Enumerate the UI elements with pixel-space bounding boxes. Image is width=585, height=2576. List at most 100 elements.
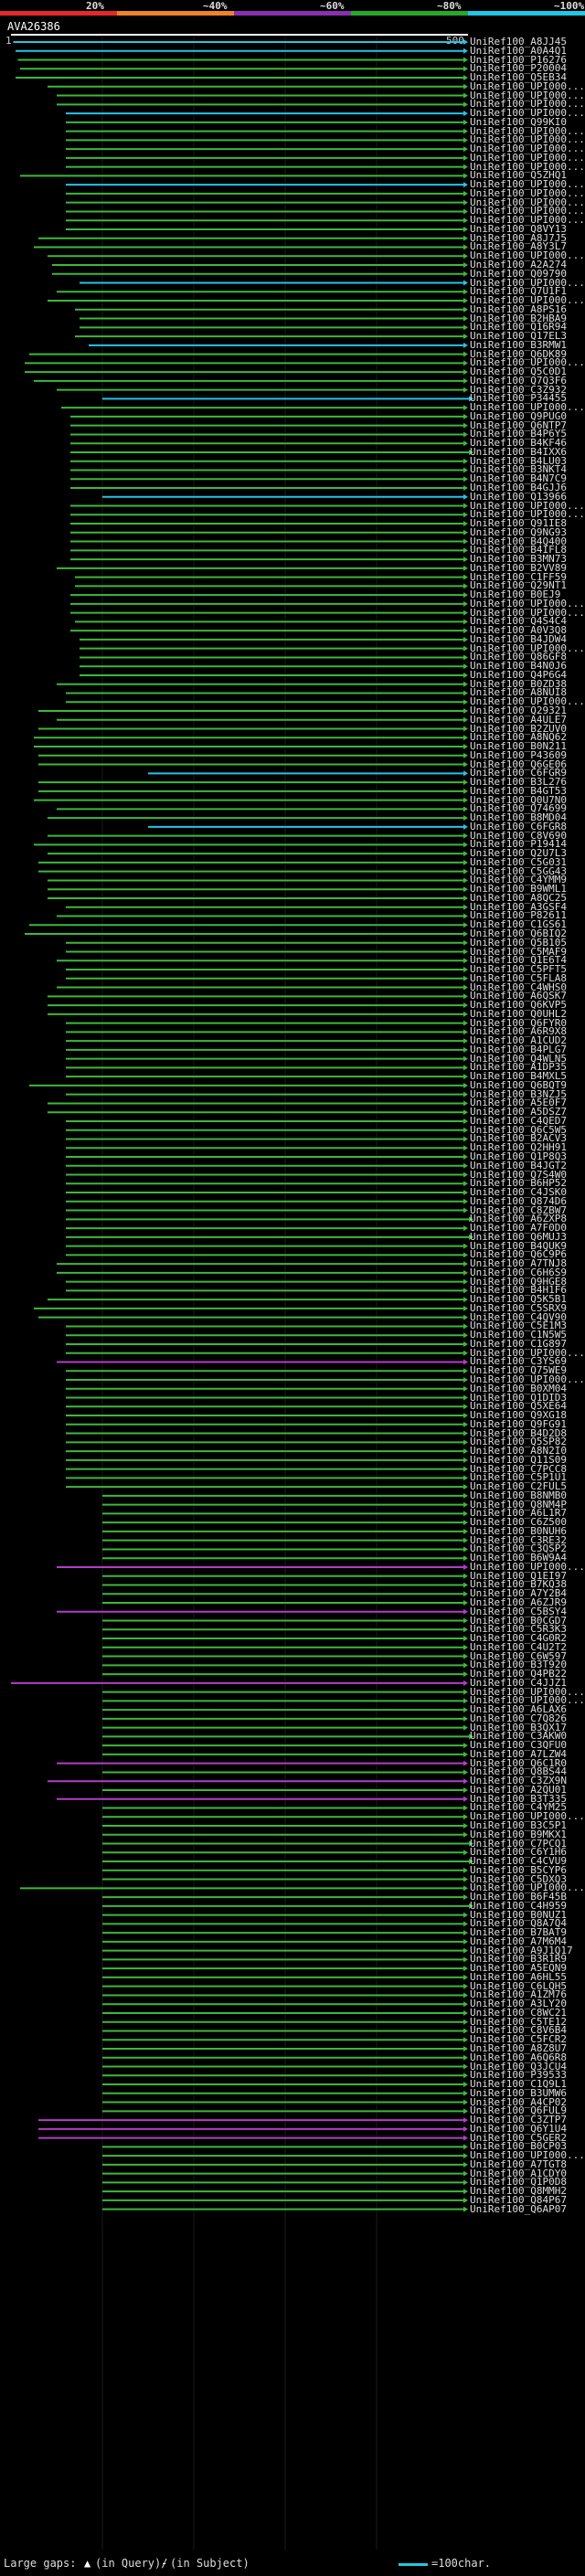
hit-label[interactable]: UniRef100_C5R3K3	[470, 1623, 567, 1636]
hit-label[interactable]: UniRef100_A1CUD2	[470, 1034, 567, 1047]
hit-label[interactable]: UniRef100_C2FUL5	[470, 1480, 567, 1493]
hit-label[interactable]: UniRef100_A7M6M4	[470, 1935, 567, 1947]
hit-label[interactable]: UniRef100_UPI000...	[470, 1882, 585, 1894]
hit-label[interactable]: UniRef100_UPI000...	[470, 151, 585, 164]
hit-label[interactable]: UniRef100_Q6GE06	[470, 758, 567, 770]
hit-label[interactable]: UniRef100_Q86GF8	[470, 651, 567, 663]
hit-label[interactable]: UniRef100_Q75WE9	[470, 1364, 567, 1377]
hit-label[interactable]: UniRef100_Q5EB34	[470, 71, 567, 84]
hit-label[interactable]: UniRef100_Q9PUG0	[470, 409, 567, 422]
hit-label[interactable]: UniRef100_C4JJZ1	[470, 1676, 567, 1689]
hit-label[interactable]: UniRef100_A5DSZ7	[470, 1106, 567, 1118]
hit-label[interactable]: UniRef100_Q1P8Q3	[470, 1150, 567, 1162]
hit-label[interactable]: UniRef100_UPI000...	[470, 1694, 585, 1707]
hit-label[interactable]: UniRef100_Q7Q3F6	[470, 374, 567, 387]
hit-label[interactable]: UniRef100_A3LY20	[470, 1998, 567, 2010]
hit-label[interactable]: UniRef100_A2QU01	[470, 1783, 567, 1796]
hit-label[interactable]: UniRef100_UPI000...	[470, 499, 585, 512]
hit-label[interactable]: UniRef100_Q29NT1	[470, 579, 567, 592]
hit-label[interactable]: UniRef100_B6F45B	[470, 1891, 567, 1903]
hit-label[interactable]: UniRef100_B4GJJ6	[470, 482, 567, 493]
hit-label[interactable]: UniRef100_A8NUI8	[470, 686, 567, 699]
hit-label[interactable]: UniRef100_C4YMM9	[470, 874, 567, 886]
hit-label[interactable]: UniRef100_UPI000...	[470, 356, 585, 369]
hit-label[interactable]: UniRef100_B3L276	[470, 776, 567, 789]
hit-label[interactable]: UniRef100_B0NUH6	[470, 1524, 567, 1537]
hit-label[interactable]: UniRef100_B4MXL5	[470, 1070, 567, 1083]
hit-label[interactable]: UniRef100_B2HBA9	[470, 312, 567, 324]
hit-label[interactable]: UniRef100_C4QV90	[470, 1310, 567, 1323]
hit-label[interactable]: UniRef100_C4QED7	[470, 1114, 567, 1127]
hit-label[interactable]: UniRef100_A6LAX6	[470, 1703, 567, 1716]
hit-label[interactable]: UniRef100_A9J1Q17	[470, 1944, 573, 1956]
hit-label[interactable]: UniRef100_B4H1F6	[470, 1284, 567, 1297]
hit-label[interactable]: UniRef100_B4N7C9	[470, 472, 567, 485]
hit-label[interactable]: UniRef100_C3ZX9N	[470, 1775, 567, 1787]
hit-label[interactable]: UniRef100_C1G897	[470, 1337, 567, 1350]
hit-label[interactable]: UniRef100_P19414	[470, 838, 567, 851]
hit-label[interactable]: UniRef100_B4D2D8	[470, 1426, 567, 1439]
hit-label[interactable]: UniRef100_UPI000...	[470, 80, 585, 92]
hit-label[interactable]: UniRef100_Q6NTP7	[470, 419, 567, 431]
hit-label[interactable]: UniRef100_B4JGT2	[470, 1159, 567, 1171]
hit-label[interactable]: UniRef100_Q5C0D1	[470, 366, 567, 378]
hit-label[interactable]: UniRef100_Q2HH91	[470, 1141, 567, 1154]
hit-label[interactable]: UniRef100_Q5K5B1	[470, 1293, 567, 1306]
hit-label[interactable]: UniRef100_C5P1U1	[470, 1471, 567, 1484]
hit-label[interactable]: UniRef100_UPI000...	[470, 597, 585, 610]
hit-label[interactable]: UniRef100_B4Q400	[470, 535, 567, 547]
hit-label[interactable]: UniRef100_C6FGR8	[470, 820, 567, 832]
hit-label[interactable]: UniRef100_Q09790	[470, 267, 567, 280]
hit-label[interactable]: UniRef100_C4JSK0	[470, 1186, 567, 1199]
hit-label[interactable]: UniRef100_C3RE32	[470, 1533, 567, 1546]
hit-label[interactable]: UniRef100_B0N211	[470, 740, 567, 753]
hit-label[interactable]: UniRef100_Q0UHL2	[470, 1007, 567, 1020]
hit-label[interactable]: UniRef100_C3ZTP7	[470, 2114, 567, 2126]
hit-label[interactable]: UniRef100_B0CGD7	[470, 1614, 567, 1627]
hit-label[interactable]: UniRef100_B3T920	[470, 1659, 567, 1671]
hit-label[interactable]: UniRef100_B5CYP6	[470, 1863, 567, 1876]
hit-label[interactable]: UniRef100_Q6KVP5	[470, 999, 567, 1012]
hit-label[interactable]: UniRef100_UPI000...	[470, 160, 585, 173]
hit-label[interactable]: UniRef100_A8JJ45	[470, 36, 567, 48]
hit-label[interactable]: UniRef100_C5MAF9	[470, 945, 567, 958]
hit-label[interactable]: UniRef100_Q6FYR0	[470, 1016, 567, 1029]
hit-label[interactable]: UniRef100_C4H959	[470, 1899, 567, 1912]
hit-label[interactable]: UniRef100_B4IFL8	[470, 544, 567, 557]
hit-label[interactable]: UniRef100_C5GG43	[470, 864, 567, 877]
hit-label[interactable]: UniRef100_Q7U1F1	[470, 285, 567, 298]
hit-label[interactable]: UniRef100_Q5XE64	[470, 1400, 567, 1413]
hit-label[interactable]: UniRef100_A6QSK7	[470, 990, 567, 1002]
hit-label[interactable]: UniRef100_C6H6S9	[470, 1266, 567, 1278]
hit-label[interactable]: UniRef100_C1FF59	[470, 570, 567, 583]
hit-label[interactable]: UniRef100_A8N2I0	[470, 1445, 567, 1458]
hit-label[interactable]: UniRef100_UPI000...	[470, 2149, 585, 2162]
hit-label[interactable]: UniRef100_C7Q826	[470, 1712, 567, 1724]
hit-label[interactable]: UniRef100_C8WC21	[470, 2006, 567, 2019]
hit-label[interactable]: UniRef100_UPI000...	[470, 1373, 585, 1385]
hit-label[interactable]: UniRef100_Q1E6T4	[470, 954, 567, 967]
hit-label[interactable]: UniRef100_UPI000...	[470, 107, 585, 120]
hit-label[interactable]: UniRef100_B6HP52	[470, 1177, 567, 1190]
hit-label[interactable]: UniRef100_B4KF46	[470, 437, 567, 450]
hit-label[interactable]: UniRef100_B3NZJ5	[470, 1087, 567, 1100]
hit-label[interactable]: UniRef100_A8J7J5	[470, 231, 567, 244]
hit-label[interactable]: UniRef100_UPI000...	[470, 401, 585, 414]
hit-label[interactable]: UniRef100_B8NMB0	[470, 1489, 567, 1501]
hit-label[interactable]: UniRef100_C1N5W5	[470, 1329, 567, 1341]
hit-label[interactable]: UniRef100_P16276	[470, 53, 567, 66]
hit-label[interactable]: UniRef100_A1CDY0	[470, 2167, 567, 2179]
hit-label[interactable]: UniRef100_B3NKT4	[470, 463, 567, 476]
hit-label[interactable]: UniRef100_Q9NG93	[470, 525, 567, 538]
hit-label[interactable]: UniRef100_A4CP02	[470, 2095, 567, 2108]
hit-label[interactable]: UniRef100_B2VV89	[470, 561, 567, 574]
hit-label[interactable]: UniRef100_A8Z8U7	[470, 2042, 567, 2054]
hit-label[interactable]: UniRef100_Q9XG18	[470, 1409, 567, 1422]
hit-label[interactable]: UniRef100_A6HL55	[470, 1970, 567, 1983]
hit-label[interactable]: UniRef100_A7Y2B4	[470, 1587, 567, 1600]
hit-label[interactable]: UniRef100_C6Y1H6	[470, 1846, 567, 1859]
hit-label[interactable]: UniRef100_Q17EL3	[470, 330, 567, 343]
hit-label[interactable]: UniRef100_Q6BQT9	[470, 1078, 567, 1091]
hit-label[interactable]: UniRef100_A1ZM76	[470, 1988, 567, 2001]
hit-label[interactable]: UniRef100_A8NQ62	[470, 731, 567, 744]
